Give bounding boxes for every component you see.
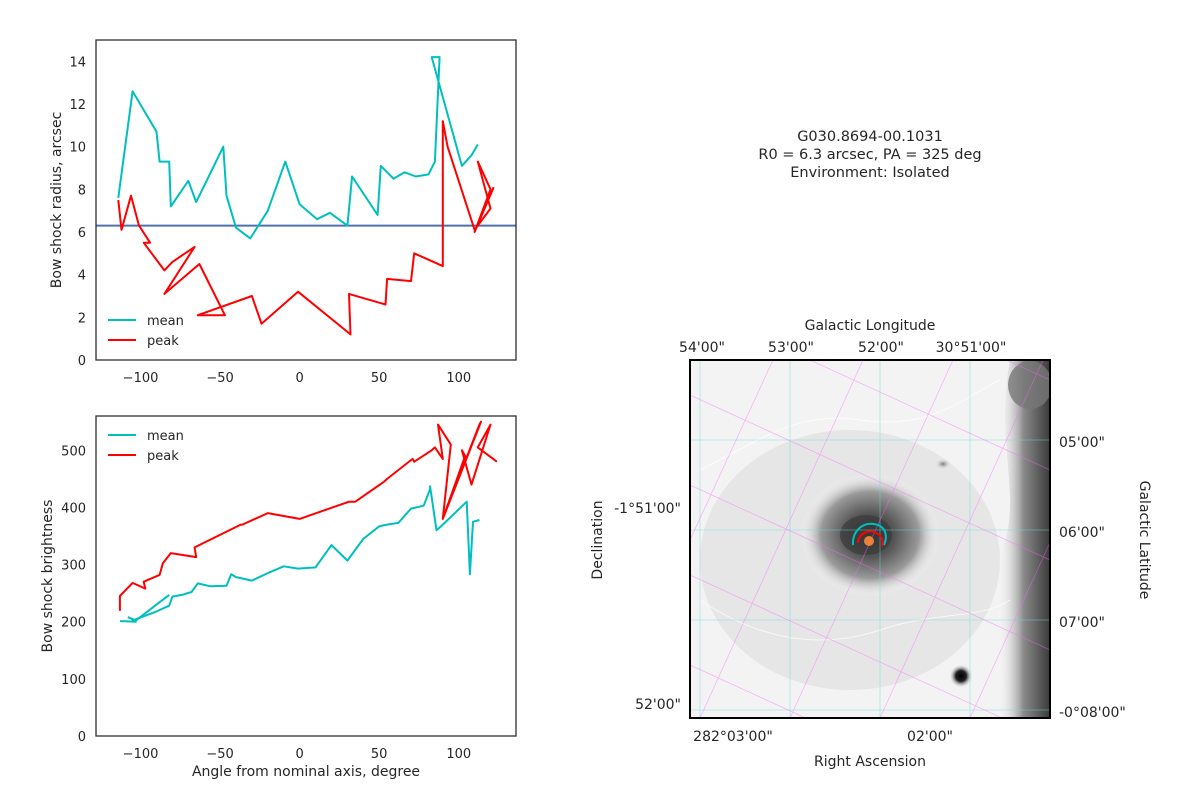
y-tick-label: 8 bbox=[78, 183, 86, 198]
left-tick-label: -1°51'00" bbox=[614, 501, 681, 517]
radius-chart: −100 −50 0 50 100 0 2 4 6 8 10 12 14 Bow shock radi… bbox=[49, 39, 517, 386]
bottom-tick-label: 282°03'00" bbox=[693, 729, 773, 745]
legend-mean-label: mean bbox=[147, 429, 184, 444]
brightness-legend: mean peak bbox=[108, 429, 184, 464]
top-tick-label: 30°51'00" bbox=[936, 340, 1007, 356]
x-tick-label: −50 bbox=[206, 371, 233, 386]
top-tick-label: 54'00" bbox=[679, 340, 725, 356]
x-tick-label: 50 bbox=[371, 371, 388, 386]
legend-peak-label: peak bbox=[147, 334, 179, 349]
image-frame bbox=[689, 359, 1051, 719]
radius-axes-frame bbox=[95, 39, 517, 361]
source-marker bbox=[864, 536, 874, 546]
y-tick-label: 200 bbox=[61, 616, 86, 631]
series-mean-line bbox=[119, 485, 480, 623]
y-tick-label: 4 bbox=[78, 269, 86, 284]
x-tick-label: −50 bbox=[206, 747, 233, 762]
series-mean-line bbox=[117, 56, 479, 240]
left-tick-label: 52'00" bbox=[635, 697, 681, 713]
right-tick-label: 07'00" bbox=[1059, 615, 1105, 631]
brightness-chart: −100 −50 0 50 100 0 100 200 300 400 500 Bow shock… bbox=[40, 415, 517, 780]
top-axis-label: Galactic Longitude bbox=[805, 318, 936, 334]
y-tick-label: 0 bbox=[78, 354, 86, 369]
y-tick-label: 300 bbox=[61, 559, 86, 574]
y-tick-label: 400 bbox=[61, 501, 86, 516]
left-axis-label: Declination bbox=[590, 500, 606, 579]
bottom-axis-label: Right Ascension bbox=[814, 754, 926, 770]
right-tick-label: -0°08'00" bbox=[1059, 705, 1126, 721]
y-tick-label: 500 bbox=[61, 444, 86, 459]
star-marker bbox=[949, 664, 973, 688]
y-tick-label: 12 bbox=[69, 98, 86, 113]
x-tick-label: 100 bbox=[446, 747, 471, 762]
info-source: G030.8694-00.1031 bbox=[797, 129, 943, 145]
sky-image bbox=[690, 360, 1050, 718]
x-tick-label: −100 bbox=[123, 747, 159, 762]
x-tick-label: 0 bbox=[295, 747, 303, 762]
legend-mean-label: mean bbox=[147, 314, 184, 329]
y-tick-label: 2 bbox=[78, 311, 86, 326]
y-tick-label: 6 bbox=[78, 226, 86, 241]
bottom-tick-label: 02'00" bbox=[907, 729, 953, 745]
radius-legend: mean peak bbox=[108, 314, 184, 349]
y-tick-label: 10 bbox=[69, 141, 86, 156]
sky-image-panel: Galactic Longitude Right Ascension Decli… bbox=[590, 318, 1152, 770]
y-tick-label: 14 bbox=[69, 55, 86, 70]
brightness-xlabel: Angle from nominal axis, degree bbox=[192, 764, 420, 780]
equatorial-grid bbox=[690, 360, 1050, 718]
series-peak-line bbox=[118, 420, 498, 611]
brightness-ylabel: Bow shock brightness bbox=[40, 500, 56, 653]
info-params: R0 = 6.3 arcsec, PA = 325 deg bbox=[758, 147, 981, 163]
series-mean-line-segment bbox=[127, 594, 170, 622]
brightness-axes-frame bbox=[95, 415, 517, 737]
top-tick-label: 52'00" bbox=[858, 340, 904, 356]
y-tick-label: 0 bbox=[78, 730, 86, 745]
right-tick-label: 06'00" bbox=[1059, 525, 1105, 541]
bow-peak-contour bbox=[857, 530, 884, 547]
galactic-grid bbox=[690, 360, 1050, 718]
right-tick-label: 05'00" bbox=[1059, 435, 1105, 451]
right-axis-label: Galactic Latitude bbox=[1136, 481, 1152, 600]
x-tick-label: 100 bbox=[446, 371, 471, 386]
bow-mean-contour bbox=[851, 522, 887, 546]
x-tick-label: −100 bbox=[123, 371, 159, 386]
radius-ylabel: Bow shock radius, arcsec bbox=[49, 112, 65, 289]
x-tick-label: 0 bbox=[295, 371, 303, 386]
info-environment: Environment: Isolated bbox=[790, 165, 950, 181]
y-tick-label: 100 bbox=[61, 673, 86, 688]
legend-peak-label: peak bbox=[147, 449, 179, 464]
top-tick-label: 53'00" bbox=[768, 340, 814, 356]
series-peak-line bbox=[117, 120, 495, 336]
x-tick-label: 50 bbox=[371, 747, 388, 762]
